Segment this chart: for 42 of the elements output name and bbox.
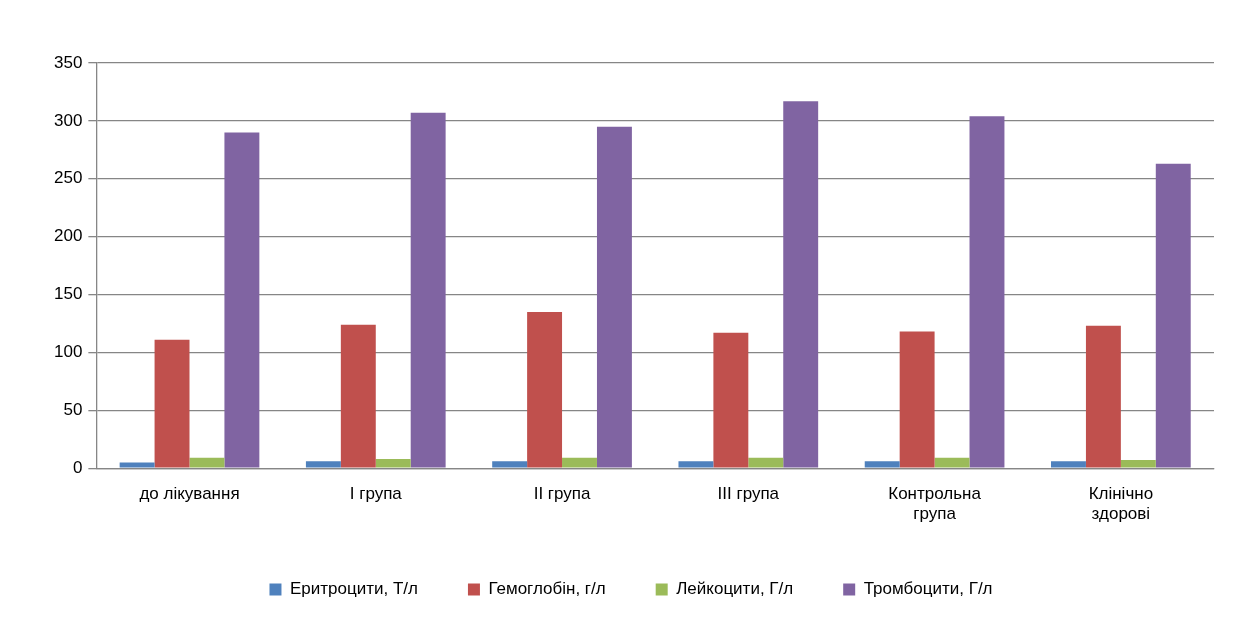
bar xyxy=(154,339,190,468)
bar xyxy=(1155,163,1191,468)
bar xyxy=(596,126,632,468)
x-tick-label: III група xyxy=(717,484,780,504)
y-tick-label: 0 xyxy=(72,457,83,477)
y-tick-label: 300 xyxy=(53,110,83,130)
y-tick-label: 150 xyxy=(53,284,83,304)
legend-label: Лейкоцити, Г/л xyxy=(676,579,794,599)
y-tick-label: 250 xyxy=(53,168,83,188)
y-tick-label: 50 xyxy=(63,400,83,419)
y-tick-label: 100 xyxy=(53,342,83,362)
bar xyxy=(678,461,714,468)
bar xyxy=(748,457,784,468)
legend-label: Тромбоцити, Г/л xyxy=(863,579,993,599)
bar xyxy=(864,461,900,468)
bar xyxy=(969,116,1005,468)
bar xyxy=(527,311,563,468)
bar xyxy=(189,457,225,468)
legend-label: Еритроцити, Т/л xyxy=(289,579,418,599)
bar xyxy=(119,462,155,468)
bar xyxy=(492,461,528,468)
bar xyxy=(1085,325,1121,468)
bar xyxy=(1120,460,1156,468)
y-tick-label: 200 xyxy=(53,226,83,246)
x-tick-label: Контрольна група xyxy=(888,484,982,524)
bar xyxy=(340,324,376,468)
legend-label: Гемоглобін, г/л xyxy=(488,579,606,599)
bar xyxy=(783,101,819,468)
bar xyxy=(375,458,411,468)
bar xyxy=(1051,461,1086,468)
bar xyxy=(713,332,749,468)
bar xyxy=(224,132,260,468)
x-tick-label: II група xyxy=(533,484,591,504)
bar xyxy=(305,461,341,468)
bar xyxy=(899,331,935,468)
bar xyxy=(934,457,970,468)
bar xyxy=(410,112,446,468)
x-tick-label: до лікування xyxy=(139,484,240,504)
x-tick-label: I група xyxy=(349,484,403,504)
bar xyxy=(562,457,597,468)
x-tick-label: Клінічно здорові xyxy=(1088,484,1154,524)
y-tick-label: 350 xyxy=(53,52,83,72)
